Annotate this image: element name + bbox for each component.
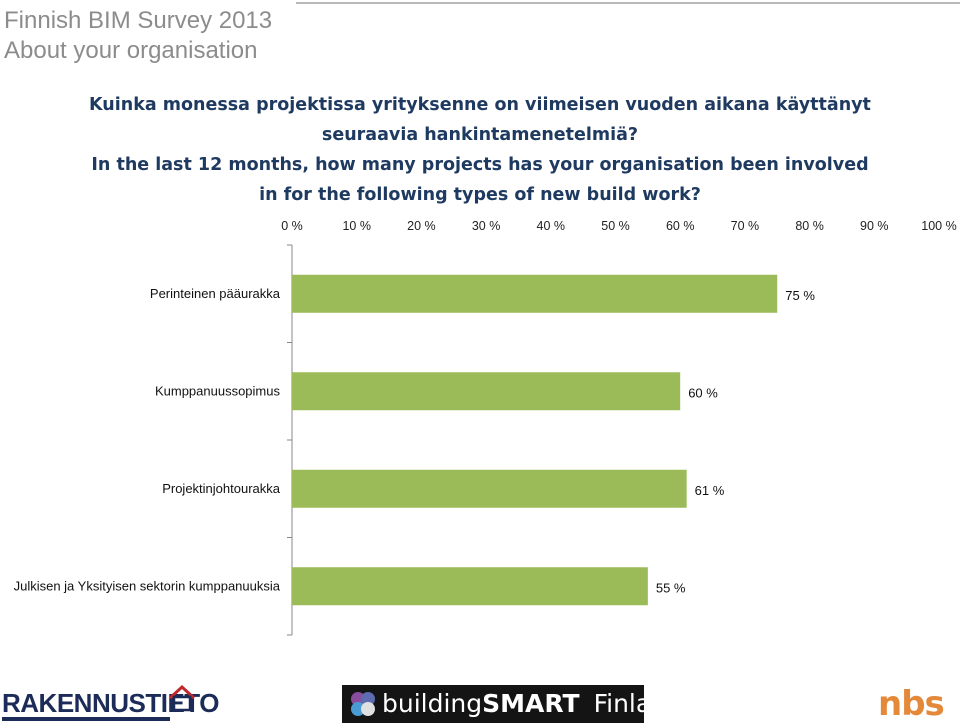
rakennustieto-underline [2,717,170,721]
rakennustieto-logo: RAKENNUSTIETO [2,688,219,721]
question-en-line1: In the last 12 months, how many projects… [91,155,869,175]
footer: RAKENNUSTIETO buildingSMART Finland nbs [0,680,960,724]
bar [292,567,648,606]
x-tick-label: 0 % [281,219,303,233]
slide-title: Finnish BIM Survey 2013 About your organ… [4,6,272,66]
data-label: 75 % [785,288,815,303]
chart-question: Kuinka monessa projektissa yrityksenne o… [80,90,880,210]
bs-text-finland: Finland [593,689,683,718]
question-en-line2: in for the following types of new build … [259,185,701,205]
buildingsmart-finland-logo: buildingSMART Finland [342,685,683,723]
bar [292,372,681,411]
x-tick-label: 80 % [795,219,824,233]
x-tick-label: 60 % [666,219,695,233]
slide-title-line1: Finnish BIM Survey 2013 [4,7,273,34]
category-label: Julkisen ja Yksityisen sektorin kumppanu… [14,578,281,593]
top-rule [296,2,960,4]
x-tick-label: 10 % [342,219,371,233]
category-label: Kumppanuussopimus [155,383,281,398]
x-tick-label: 40 % [537,219,566,233]
x-tick-label: 30 % [472,219,501,233]
bar [292,469,687,508]
buildingsmart-text: buildingSMART Finland [382,689,683,719]
bar [292,274,778,313]
bs-text-building: building [382,689,483,718]
rakennustieto-logo-text: RAKENNUSTIETO [2,688,219,718]
x-tick-label: 50 % [601,219,630,233]
question-fi-line1: Kuinka monessa projektissa yrityksenne o… [89,95,871,115]
nbs-logo: nbs [878,684,945,724]
data-label: 55 % [656,580,686,595]
data-label: 60 % [688,385,718,400]
x-tick-label: 100 % [921,219,956,233]
slide-title-line2: About your organisation [4,37,258,64]
buildingsmart-mark-icon [351,692,375,716]
x-tick-label: 20 % [407,219,436,233]
data-label: 61 % [695,483,725,498]
x-tick-label: 90 % [860,219,889,233]
category-label: Projektinjohtourakka [162,481,281,496]
house-icon [168,684,196,712]
bar-chart: 0 % 10 % 20 % 30 % 40 % 50 % 60 % 70 % 80 % 90 % 1… [14,219,957,636]
x-tick-label: 70 % [731,219,760,233]
question-fi-line2: seuraavia hankintamenetelmiä? [321,125,639,145]
category-label: Perinteinen pääurakka [150,286,281,301]
bs-text-smart: SMART [482,689,580,718]
